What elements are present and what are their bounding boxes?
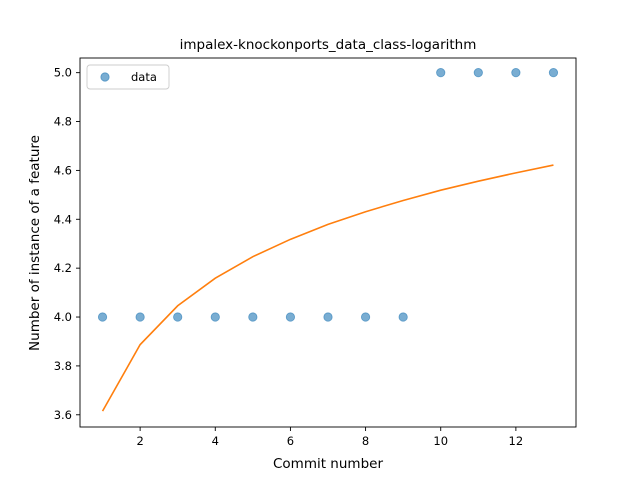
y-axis-label: Number of instance of a feature — [27, 135, 43, 351]
legend-marker — [100, 72, 110, 82]
data-point — [548, 68, 559, 78]
fit-line — [101, 164, 554, 412]
data-point — [173, 312, 183, 322]
y-tick-label: 4.2 — [54, 261, 72, 275]
data-point — [473, 68, 483, 78]
data-point — [285, 312, 296, 322]
y-tick-label: 5.0 — [54, 66, 72, 80]
axes-frame — [79, 57, 577, 428]
data-point — [323, 312, 333, 322]
x-tick-label: 2 — [136, 434, 143, 448]
data-point — [97, 312, 108, 322]
x-tick-label: 6 — [287, 434, 294, 448]
data-point — [360, 312, 371, 322]
data-point — [135, 312, 145, 322]
x-tick-label: 4 — [212, 434, 219, 448]
y-tick-label: 4.4 — [54, 212, 72, 226]
legend-label: data — [131, 70, 157, 84]
x-axis-label: Commit number — [273, 456, 383, 472]
chart-title: impalex-knockonports_data_class-logarith… — [180, 37, 477, 53]
x-tick-label: 10 — [433, 434, 448, 448]
y-tick-label: 4.0 — [54, 310, 72, 324]
x-tick-label: 12 — [509, 434, 524, 448]
y-tick-label: 3.8 — [54, 359, 72, 373]
y-tick-label: 4.6 — [54, 163, 72, 177]
data-point — [436, 68, 446, 78]
y-tick-label: 4.8 — [54, 115, 72, 129]
legend-box — [86, 64, 170, 90]
x-tick-label: 8 — [362, 434, 369, 448]
y-tick-label: 3.6 — [54, 408, 72, 422]
data-point — [511, 68, 521, 78]
plot-area: 2 4 6 8 10 12 3.6 3.8 4.0 4.2 4.4 4.6 4.8 5.0 data — [54, 57, 577, 448]
data-point — [398, 312, 408, 322]
data-point — [210, 312, 220, 322]
data-point — [248, 312, 258, 322]
